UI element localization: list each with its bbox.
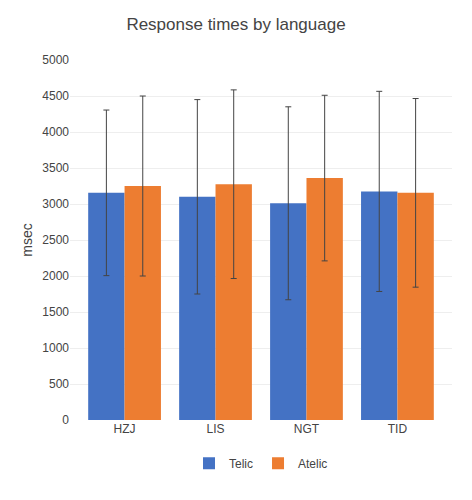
svg-text:HZJ: HZJ: [114, 422, 136, 436]
svg-text:LIS: LIS: [207, 422, 225, 436]
svg-text:NGT: NGT: [294, 422, 320, 436]
svg-text:3500: 3500: [42, 161, 69, 175]
svg-text:Atelic: Atelic: [298, 457, 327, 471]
svg-text:1000: 1000: [42, 341, 69, 355]
svg-text:TID: TID: [388, 422, 408, 436]
svg-text:2500: 2500: [42, 233, 69, 247]
svg-text:5000: 5000: [42, 53, 69, 67]
svg-text:500: 500: [49, 377, 69, 391]
svg-text:3000: 3000: [42, 197, 69, 211]
svg-text:4500: 4500: [42, 89, 69, 103]
svg-text:Response times by language: Response times by language: [126, 15, 345, 34]
svg-text:1500: 1500: [42, 305, 69, 319]
svg-text:4000: 4000: [42, 125, 69, 139]
svg-text:Telic: Telic: [229, 457, 253, 471]
svg-text:2000: 2000: [42, 269, 69, 283]
svg-text:msec: msec: [19, 223, 35, 256]
svg-text:0: 0: [62, 413, 69, 427]
